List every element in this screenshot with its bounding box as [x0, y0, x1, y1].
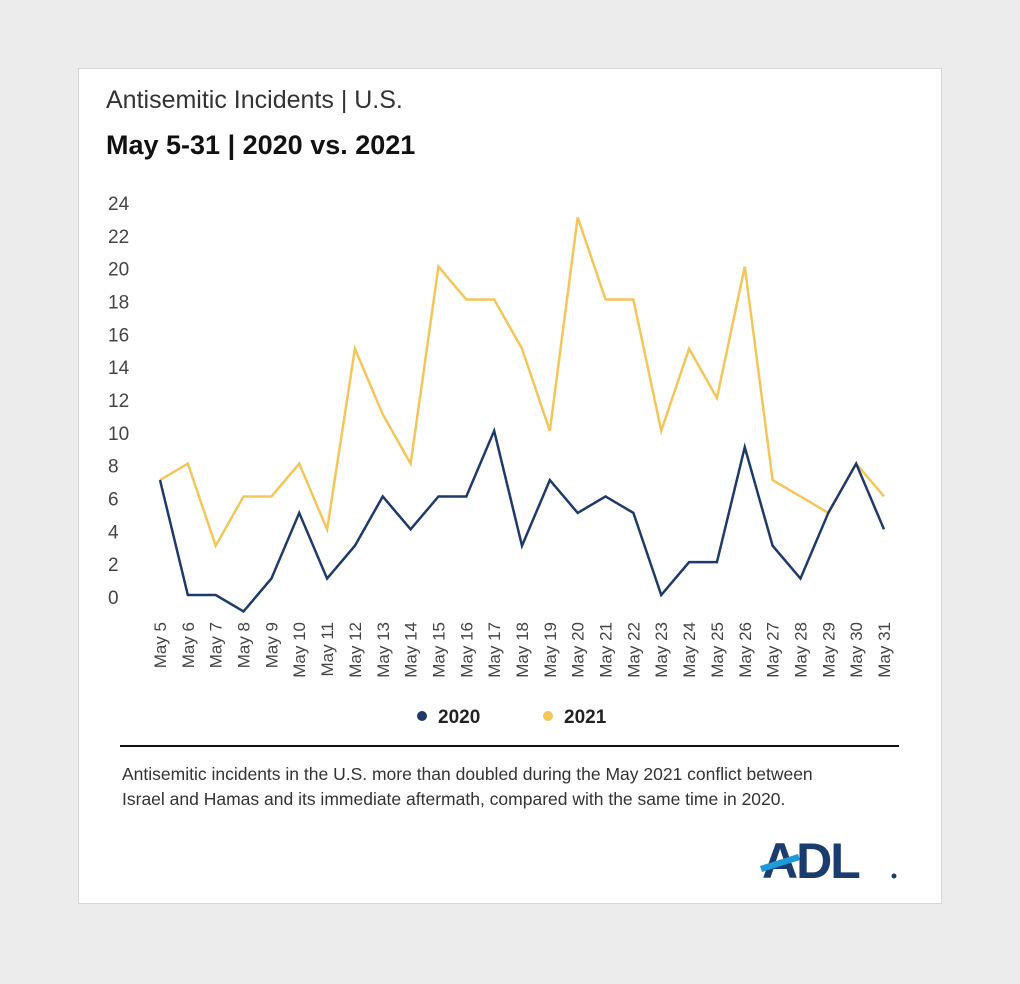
x-tick-label: May 17	[485, 622, 504, 678]
x-tick-label: May 7	[207, 622, 226, 668]
chart-title: Antisemitic Incidents | U.S.	[106, 86, 403, 114]
x-tick-label: May 30	[847, 622, 866, 678]
x-tick-label: May 31	[875, 622, 894, 678]
x-tick-label: May 5	[151, 622, 170, 668]
legend-marker-2021	[543, 711, 553, 721]
x-tick-label: May 10	[290, 622, 309, 678]
y-tick-label: 24	[108, 194, 130, 215]
x-tick-label: May 15	[429, 622, 448, 678]
x-tick-label: May 24	[680, 622, 699, 678]
series-line-2020	[158, 426, 886, 614]
x-tick-label: May 6	[179, 622, 198, 668]
x-tick-label: May 16	[457, 622, 476, 678]
y-tick-label: 0	[108, 588, 119, 609]
x-tick-label: May 9	[262, 622, 281, 668]
x-tick-label: May 12	[346, 622, 365, 678]
y-tick-label: 8	[108, 457, 119, 478]
y-tick-label: 4	[108, 522, 119, 543]
y-tick-label: 2	[108, 555, 119, 576]
x-tick-label: May 23	[652, 622, 671, 678]
chart-card	[78, 68, 942, 904]
y-tick-label: 22	[108, 227, 129, 248]
svg-text:ADL: ADL	[762, 833, 859, 888]
adl-logo: ADL	[760, 833, 897, 888]
series-line-2021	[159, 216, 885, 549]
x-tick-label: May 11	[318, 622, 337, 677]
x-tick-label: May 20	[569, 622, 588, 678]
legend-label-2021: 2021	[564, 707, 607, 728]
x-tick-label: May 22	[624, 622, 643, 678]
x-tick-label: May 28	[791, 622, 810, 678]
y-tick-label: 12	[108, 391, 129, 412]
x-tick-label: May 19	[541, 622, 560, 678]
x-tick-label: May 8	[235, 622, 254, 668]
x-tick-label: May 26	[736, 622, 755, 678]
y-tick-label: 10	[108, 424, 129, 445]
y-tick-label: 14	[108, 358, 130, 379]
x-tick-label: May 13	[374, 622, 393, 678]
legend-label-2020: 2020	[438, 707, 480, 728]
x-tick-label: May 21	[597, 622, 616, 678]
x-tick-label: May 18	[513, 622, 532, 678]
divider	[120, 745, 899, 747]
y-tick-label: 16	[108, 325, 129, 346]
x-tick-label: May 29	[819, 622, 838, 678]
x-tick-label: May 25	[708, 622, 727, 678]
y-tick-label: 6	[108, 489, 119, 510]
x-tick-label: May 14	[402, 622, 421, 678]
y-tick-label: 18	[108, 292, 129, 313]
x-tick-label: May 27	[764, 622, 783, 678]
legend-marker-2020	[417, 711, 427, 721]
chart-subtitle: May 5-31 | 2020 vs. 2021	[106, 130, 416, 160]
caption: Antisemitic incidents in the U.S. more t…	[122, 764, 813, 809]
y-tick-label: 20	[108, 260, 129, 281]
